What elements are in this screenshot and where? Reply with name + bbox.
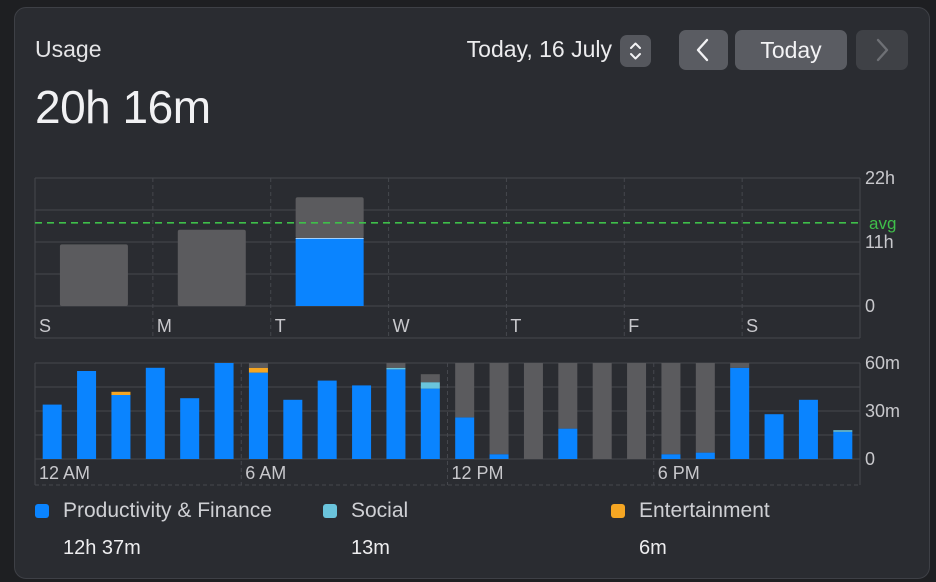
chevron-right-icon	[876, 38, 889, 62]
hour-x-tick-label: 6 AM	[245, 463, 286, 483]
hour-bar-productivity	[214, 363, 234, 459]
legend-value-social: 13m	[351, 537, 390, 559]
legend-swatch-productivity	[35, 504, 49, 518]
hour-bar-other	[627, 363, 647, 459]
legend-value-productivity: 12h 37m	[63, 537, 141, 559]
legend-label-entertainment: Entertainment	[639, 499, 770, 522]
hour-x-tick-label: 12 PM	[452, 463, 504, 483]
average-label: avg	[869, 214, 896, 233]
hour-bar-productivity	[283, 399, 303, 459]
hour-bar-other	[730, 363, 750, 368]
total-usage-time: 20h 16m	[35, 81, 211, 133]
week-y-tick-label: 22h	[865, 168, 895, 188]
hour-bar-productivity	[77, 371, 97, 459]
week-day-label: F	[628, 316, 639, 336]
hour-bar-entertainment	[111, 391, 131, 395]
hour-bar-productivity	[764, 414, 784, 459]
legend-label-productivity: Productivity & Finance	[63, 499, 272, 522]
hour-bar-other	[695, 363, 715, 453]
hour-bar-other	[558, 363, 578, 429]
week-y-tick-label: 11h	[865, 232, 894, 252]
legend-value-entertainment: 6m	[639, 537, 667, 559]
hour-bar-productivity	[180, 398, 200, 459]
hour-bar-productivity	[833, 431, 853, 459]
chevron-left-icon	[696, 38, 709, 62]
hour-bar-other	[386, 363, 406, 368]
hour-bar-productivity	[489, 454, 509, 459]
week-bar-other	[295, 197, 364, 239]
hour-y-tick-label: 60m	[865, 353, 900, 373]
hour-bar-social	[386, 367, 406, 370]
legend-swatch-social	[323, 504, 337, 518]
hour-bar-other	[420, 374, 440, 383]
hour-bar-entertainment	[248, 367, 268, 373]
hour-bar-productivity	[145, 367, 165, 459]
hour-bar-productivity	[386, 369, 406, 459]
week-day-label: W	[393, 316, 410, 336]
week-bar-productivity	[295, 238, 364, 306]
next-day-button[interactable]	[856, 30, 908, 70]
legend-label-social: Social	[351, 499, 409, 522]
hour-bar-other	[455, 363, 475, 418]
up-down-stepper-icon	[630, 42, 641, 60]
hour-bar-other	[523, 363, 543, 459]
hour-bar-social	[420, 382, 440, 389]
hour-bar-productivity	[558, 428, 578, 459]
hour-bar-productivity	[661, 454, 681, 459]
hour-x-tick-label: 6 PM	[658, 463, 700, 483]
hour-bar-productivity	[455, 417, 475, 459]
usage-title: Usage	[35, 36, 102, 62]
hour-y-tick-label: 0	[865, 449, 875, 469]
hour-bar-productivity	[352, 385, 372, 459]
hour-bar-other	[489, 363, 509, 455]
hour-bar-productivity	[317, 380, 337, 459]
previous-day-button[interactable]	[679, 30, 728, 70]
week-bar-other	[177, 229, 246, 306]
hour-bar-productivity	[695, 452, 715, 459]
hour-bar-productivity	[42, 404, 62, 459]
date-stepper[interactable]	[620, 35, 651, 67]
hour-bar-productivity	[420, 388, 440, 459]
week-day-label: S	[39, 316, 51, 336]
hour-bar-other	[661, 363, 681, 455]
hour-bar-productivity	[798, 399, 818, 459]
today-button[interactable]: Today	[735, 30, 847, 70]
hour-bar-productivity	[730, 367, 750, 459]
week-day-label: M	[157, 316, 172, 336]
week-bar-other	[59, 244, 128, 306]
week-day-label: T	[275, 316, 286, 336]
date-label: Today, 16 July	[466, 36, 612, 62]
usage-panel: Usage 20h 16m Today, 16 July Today S M T W T…	[14, 7, 930, 579]
hour-x-tick-label: 12 AM	[39, 463, 90, 483]
week-day-label: S	[746, 316, 758, 336]
week-y-tick-label: 0	[865, 296, 875, 316]
hour-bar-productivity	[111, 395, 131, 459]
hour-y-tick-label: 30m	[865, 401, 900, 421]
hour-bar-productivity	[248, 372, 268, 459]
week-day-label: T	[510, 316, 521, 336]
hour-bar-other	[248, 363, 268, 368]
legend-swatch-entertainment	[611, 504, 625, 518]
hour-bar-social	[833, 430, 853, 432]
hour-bar-other	[592, 363, 612, 459]
